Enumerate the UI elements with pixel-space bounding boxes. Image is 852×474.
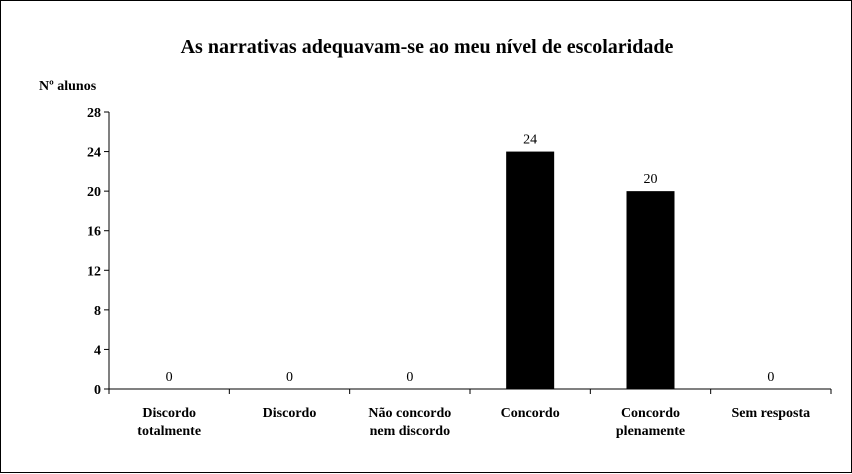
y-tick-label: 16: [87, 225, 101, 240]
y-tick-label: 12: [87, 264, 101, 279]
x-tick-label: Discordo: [263, 406, 317, 421]
bar: [626, 191, 675, 389]
bar: [506, 151, 555, 389]
y-tick-label: 28: [87, 106, 101, 121]
y-tick-label: 20: [87, 185, 101, 200]
x-tick-label: Discordo: [142, 406, 196, 421]
data-label: 20: [644, 172, 658, 187]
plot-area: 0 4 8 12 16 20 24 28 0 Discordo totalmente 0 Discord…: [87, 106, 832, 439]
data-label: 0: [286, 370, 293, 385]
data-label: 0: [406, 370, 413, 385]
x-tick-label: nem discordo: [370, 424, 451, 439]
x-tick-label: Sem resposta: [731, 406, 810, 421]
x-tick-label: Concordo: [501, 406, 560, 421]
data-label: 0: [767, 370, 774, 385]
y-tick-label: 8: [94, 304, 101, 319]
y-tick-label: 24: [87, 146, 101, 161]
x-tick-label: totalmente: [137, 424, 201, 439]
data-label: 24: [523, 133, 537, 148]
data-label: 0: [166, 370, 173, 385]
y-tick-label: 0: [94, 383, 101, 398]
x-tick-label: Não concordo: [368, 406, 451, 421]
chart-title: As narrativas adequavam-se ao meu nível …: [181, 36, 674, 58]
y-tick-label: 4: [94, 343, 101, 358]
y-axis-label: Nº alunos: [39, 79, 97, 94]
x-tick-label: plenamente: [616, 424, 685, 439]
x-tick-label: Concordo: [621, 406, 680, 421]
